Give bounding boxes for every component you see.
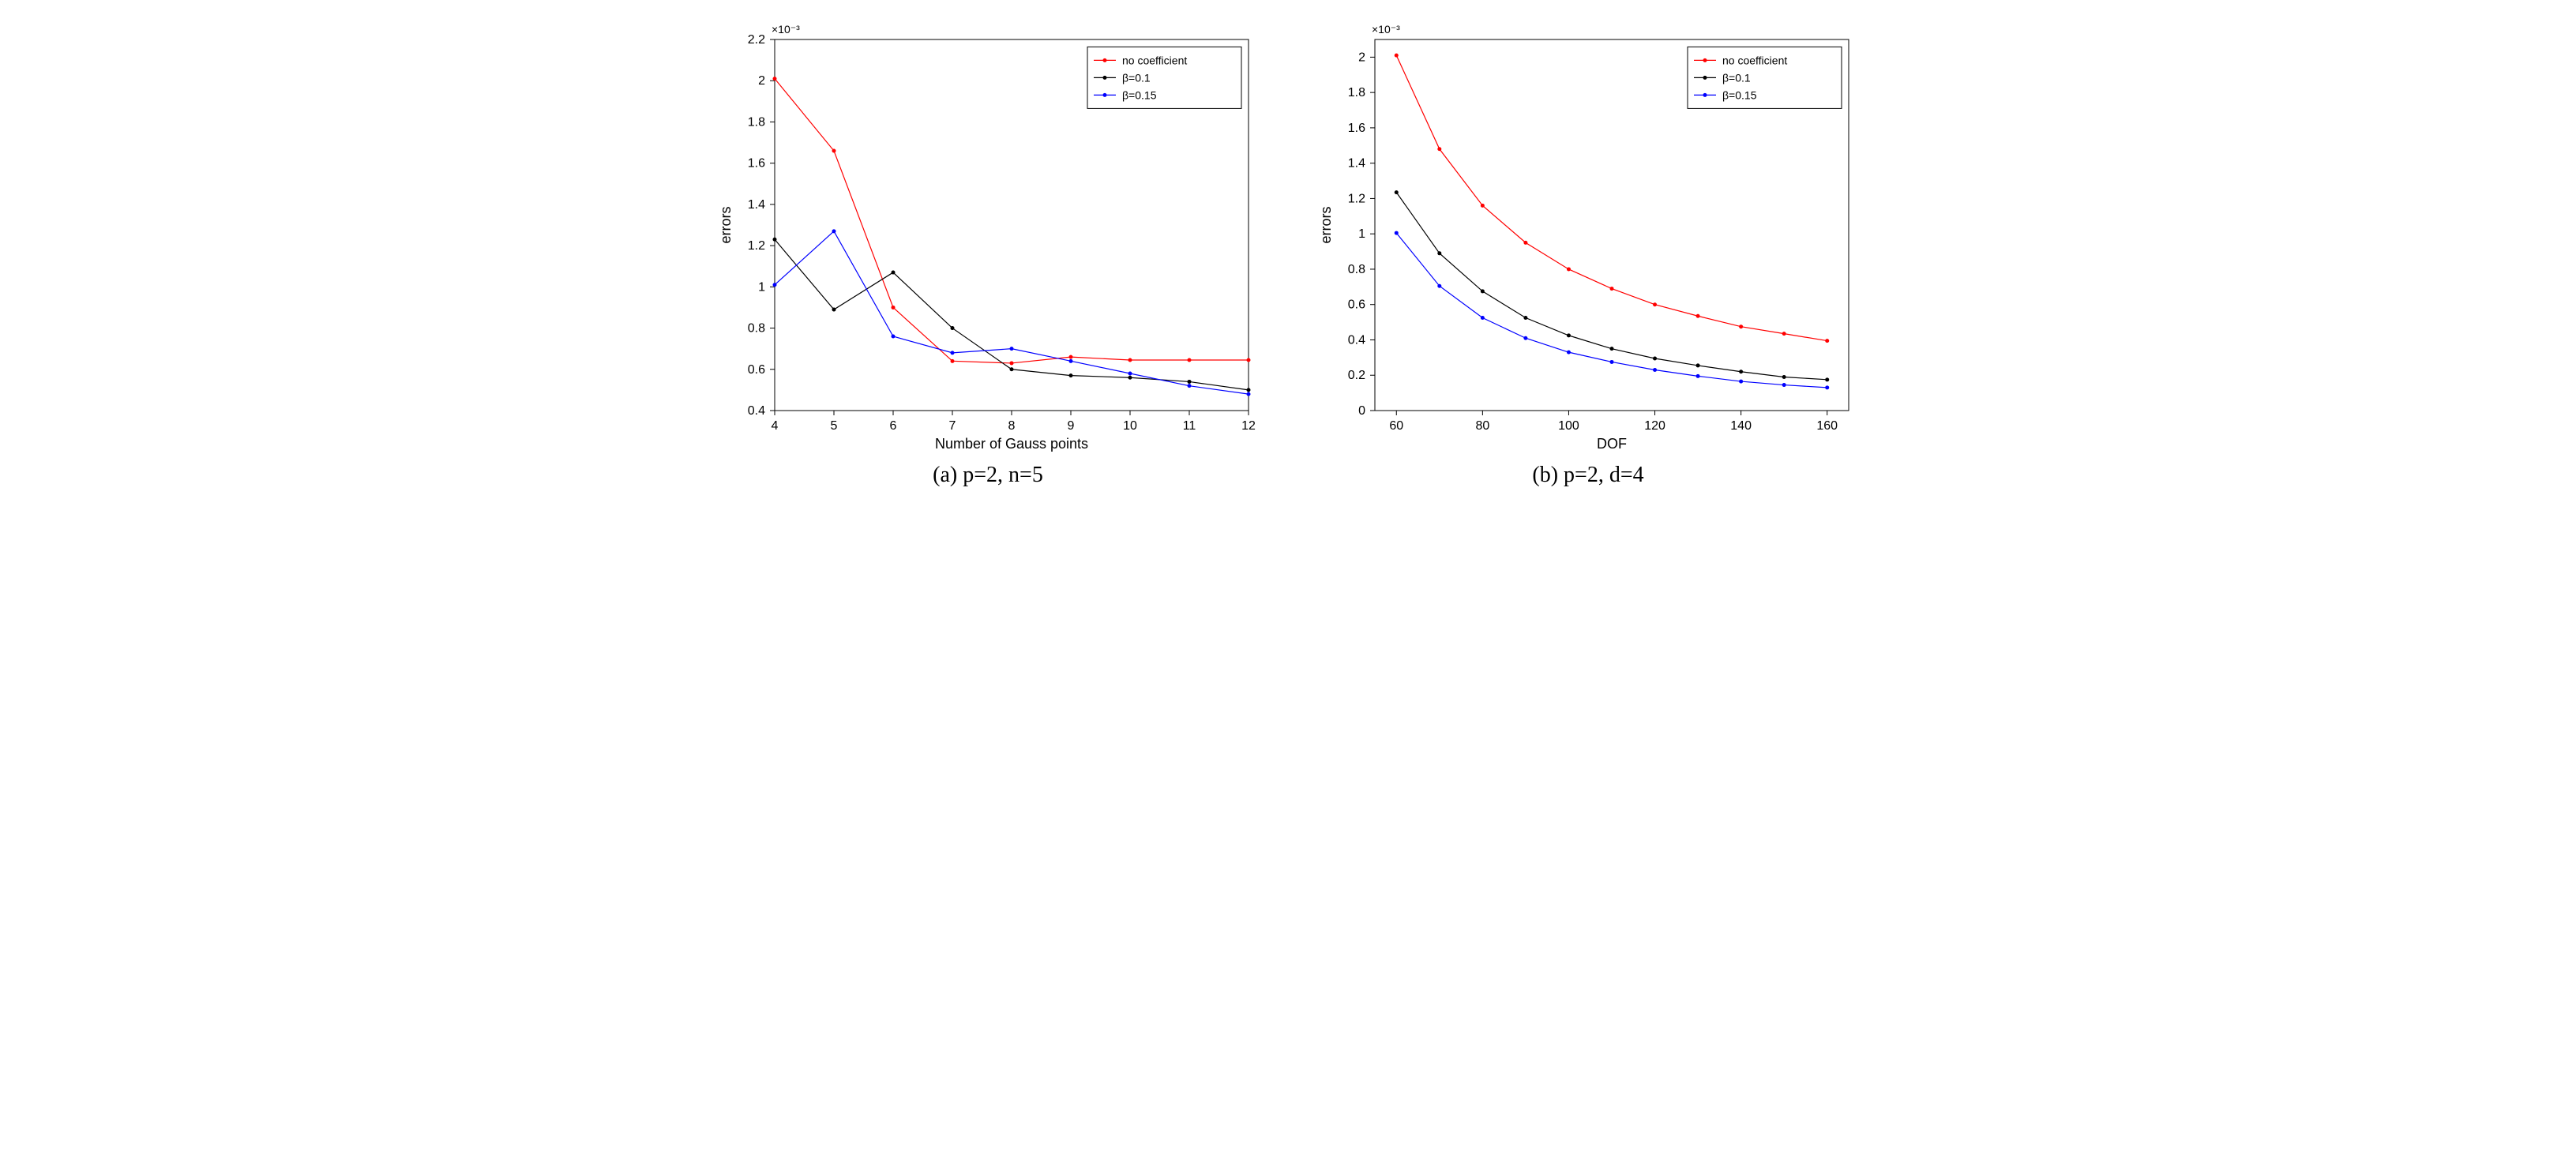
svg-text:β=0.15: β=0.15	[1722, 88, 1757, 101]
svg-text:×10⁻³: ×10⁻³	[1372, 23, 1400, 36]
svg-text:140: 140	[1730, 419, 1752, 433]
svg-text:1: 1	[758, 280, 765, 294]
caption-left: (a) p=2, n=5	[933, 463, 1043, 488]
chart-right: 60 80 100 120 140 160 0 0.2 0.4 0.6 0.8 1 1.2 1.4 1.6 1…	[1304, 16, 1872, 458]
figure-container: 4567891011120.40.60.811.21.41.61.822.2×1…	[0, 0, 2576, 504]
svg-text:2: 2	[758, 74, 765, 88]
svg-text:2.2: 2.2	[748, 33, 765, 47]
svg-text:0.8: 0.8	[748, 322, 765, 336]
svg-text:errors: errors	[1318, 206, 1334, 243]
svg-text:1: 1	[1358, 227, 1365, 241]
svg-text:1.2: 1.2	[1348, 192, 1365, 205]
caption-right: (b) p=2, d=4	[1532, 463, 1643, 488]
svg-text:β=0.1: β=0.1	[1122, 71, 1151, 84]
svg-text:×10⁻³: ×10⁻³	[772, 23, 800, 36]
svg-text:1.6: 1.6	[748, 157, 765, 171]
svg-text:0: 0	[1358, 404, 1365, 418]
svg-text:12: 12	[1241, 419, 1256, 433]
svg-text:no coefficient: no coefficient	[1722, 54, 1787, 66]
svg-text:9: 9	[1068, 419, 1075, 433]
svg-text:1.4: 1.4	[748, 198, 765, 212]
svg-text:no coefficient: no coefficient	[1122, 54, 1187, 66]
panel-left: 4 5 6 7 8 9 10 11 12 0.4 0.6 0.8 1 1.2 1.4 1.6 1.8 2 2.2 ×1…	[704, 16, 1272, 488]
svg-text:10: 10	[1123, 419, 1137, 433]
svg-text:7: 7	[949, 419, 956, 433]
svg-text:160: 160	[1816, 419, 1838, 433]
svg-text:0.6: 0.6	[1348, 298, 1365, 312]
svg-text:0.4: 0.4	[748, 404, 765, 418]
svg-text:0.6: 0.6	[748, 363, 765, 377]
svg-text:2: 2	[1358, 51, 1365, 64]
svg-text:β=0.1: β=0.1	[1722, 71, 1751, 84]
svg-text:11: 11	[1183, 419, 1196, 433]
svg-text:0.8: 0.8	[1348, 263, 1365, 276]
svg-text:1.4: 1.4	[1348, 157, 1365, 171]
svg-text:0.4: 0.4	[1348, 333, 1365, 347]
svg-text:errors: errors	[718, 206, 734, 243]
svg-text:0.2: 0.2	[1348, 369, 1365, 382]
svg-text:60: 60	[1389, 419, 1403, 433]
svg-text:DOF: DOF	[1597, 436, 1627, 452]
svg-text:4: 4	[772, 419, 779, 433]
svg-text:Number of Gauss points: Number of Gauss points	[935, 436, 1088, 452]
svg-text:100: 100	[1558, 419, 1579, 433]
chart-left: 4 5 6 7 8 9 10 11 12 0.4 0.6 0.8 1 1.2 1.4 1.6 1.8 2 2.2 ×1…	[704, 16, 1272, 458]
svg-text:120: 120	[1644, 419, 1665, 433]
svg-text:80: 80	[1475, 419, 1489, 433]
svg-text:6: 6	[890, 419, 897, 433]
svg-text:β=0.15: β=0.15	[1122, 88, 1157, 101]
svg-text:5: 5	[831, 419, 838, 433]
svg-text:1.8: 1.8	[1348, 86, 1365, 99]
svg-text:1.8: 1.8	[748, 115, 765, 129]
panel-right: 60 80 100 120 140 160 0 0.2 0.4 0.6 0.8 1 1.2 1.4 1.6 1…	[1304, 16, 1872, 488]
svg-text:1.2: 1.2	[748, 239, 765, 253]
svg-text:8: 8	[1008, 419, 1016, 433]
svg-text:1.6: 1.6	[1348, 122, 1365, 135]
